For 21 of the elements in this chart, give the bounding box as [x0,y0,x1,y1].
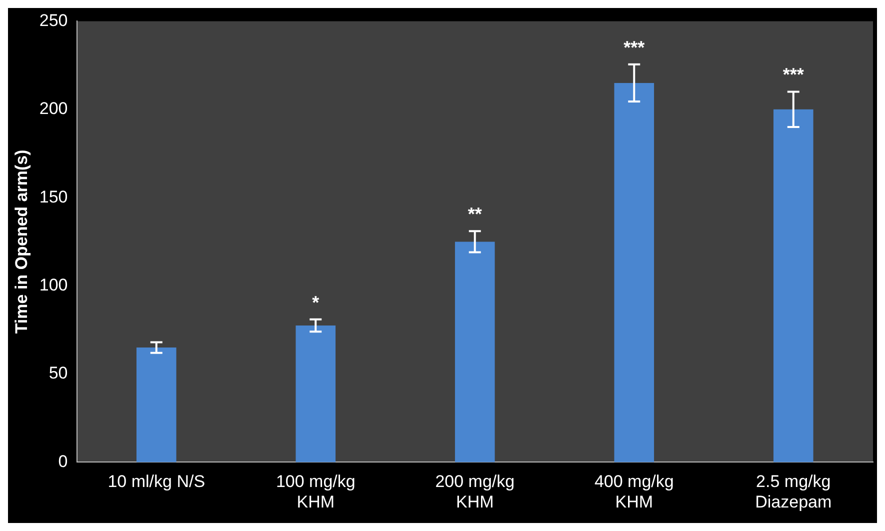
x-tick-label: 100 mg/kg KHM [276,472,356,512]
x-tick-label: 200 mg/kg KHM [435,472,515,512]
bar [614,82,654,462]
y-tick-label: 50 [48,364,68,383]
x-tick-label: 2.5 mg/kg Diazepam [755,472,832,512]
y-tick-label: 200 [39,99,68,118]
bar [136,348,176,462]
annotation: * [312,292,320,312]
bar [454,242,495,462]
annotation: ** [468,204,482,224]
annotation: *** [624,37,645,58]
x-tick-label: 10 ml/kg N/S [108,472,206,492]
y-axis-title: Time in Opened arm(s) [12,150,31,334]
bar [773,109,814,462]
y-tick-label: 150 [39,187,68,206]
annotation: *** [782,64,804,85]
y-tick-label: 250 [39,10,68,30]
x-tick-label: 400 mg/kg KHM [594,472,674,512]
y-tick-label: 0 [58,452,68,471]
bar [296,325,336,462]
y-tick-label: 100 [39,275,68,294]
